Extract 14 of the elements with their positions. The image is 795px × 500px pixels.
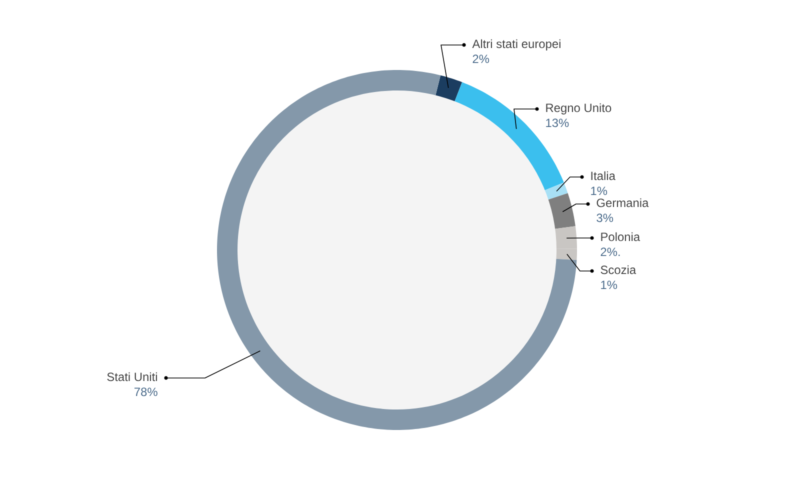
slice-label: Stati Uniti	[107, 372, 157, 382]
data-label: 3%	[596, 214, 614, 222]
slice-label: Scozia	[600, 265, 636, 274]
data-label: 1%	[591, 186, 608, 196]
data-label: 13%	[546, 118, 569, 128]
slice-label: Altri stati europei	[472, 39, 560, 50]
slice-label: Polonia	[601, 232, 640, 242]
data-label: 2%.	[600, 248, 620, 256]
data-label: 78%	[134, 388, 158, 396]
slice-label: Regno Unito	[546, 103, 612, 114]
data-label: 1%	[601, 280, 618, 290]
data-label: 2%	[472, 54, 490, 64]
slice-label: Italia	[591, 171, 616, 180]
slice-label: Germania	[596, 198, 649, 208]
